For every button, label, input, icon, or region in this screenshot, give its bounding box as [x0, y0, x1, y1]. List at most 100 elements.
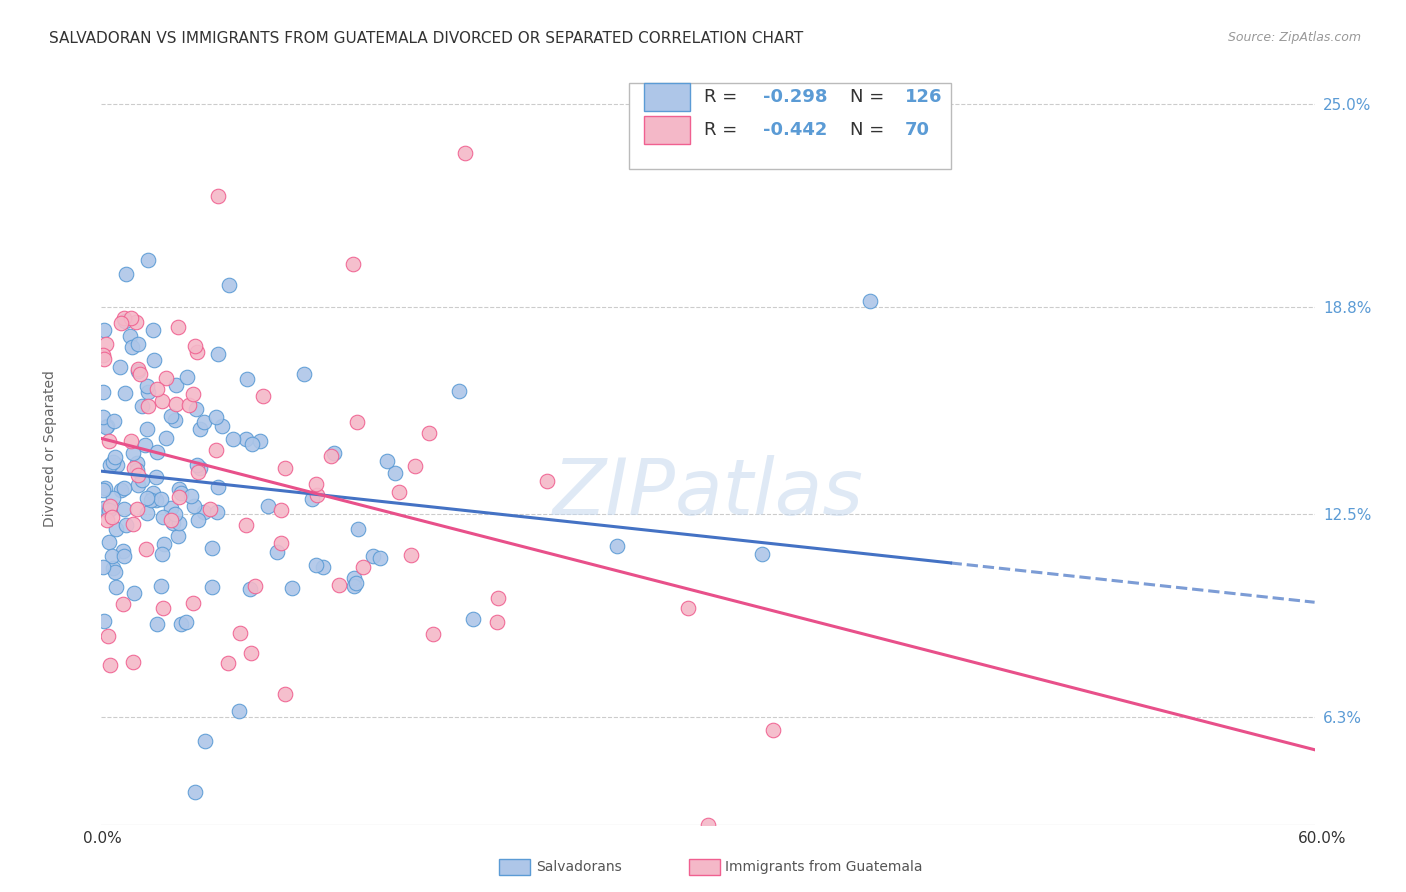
Point — [305, 476, 328, 491]
Point — [236, 372, 259, 386]
Point — [149, 491, 172, 506]
Point — [125, 502, 148, 516]
Point — [104, 566, 127, 580]
Point — [122, 585, 145, 599]
Point — [115, 517, 138, 532]
Point — [454, 146, 477, 161]
Point — [98, 657, 121, 672]
Point — [136, 491, 159, 506]
Point — [136, 399, 159, 413]
Point — [235, 433, 257, 447]
Point — [125, 463, 148, 477]
Point — [112, 481, 135, 495]
Point — [97, 434, 120, 448]
Point — [108, 360, 131, 375]
Point — [152, 510, 174, 524]
Point — [193, 415, 215, 429]
Point — [447, 384, 470, 399]
Point — [142, 353, 165, 368]
Point — [181, 387, 204, 401]
Point — [207, 347, 229, 361]
Point — [184, 785, 207, 799]
Point — [198, 501, 221, 516]
Text: Salvadorans: Salvadorans — [536, 860, 621, 874]
Point — [321, 449, 343, 463]
Point — [101, 455, 124, 469]
Point — [127, 364, 149, 378]
Text: -0.298: -0.298 — [762, 88, 827, 106]
Point — [160, 513, 183, 527]
Point — [145, 493, 167, 508]
Point — [150, 547, 173, 561]
Point — [363, 549, 385, 563]
Point — [169, 491, 191, 505]
Point — [136, 384, 159, 399]
Point — [91, 483, 114, 498]
Point — [184, 401, 207, 416]
Text: N =: N = — [849, 121, 890, 139]
Point — [180, 489, 202, 503]
Point — [93, 323, 115, 337]
Point — [170, 485, 193, 500]
Point — [110, 316, 132, 330]
Point — [281, 581, 304, 595]
Point — [186, 345, 208, 359]
Point — [176, 615, 198, 630]
Point — [305, 558, 328, 572]
Point — [229, 625, 252, 640]
Point — [146, 616, 169, 631]
Point — [131, 473, 153, 487]
Point — [167, 320, 190, 334]
Point — [142, 486, 165, 500]
Point — [217, 656, 239, 670]
Point — [274, 687, 297, 701]
Point — [270, 503, 292, 517]
Point — [207, 505, 229, 519]
Point — [859, 293, 882, 308]
Point — [127, 361, 149, 376]
Point — [100, 510, 122, 524]
Point — [375, 453, 398, 467]
Point — [170, 617, 193, 632]
Point — [122, 446, 145, 460]
Point — [201, 541, 224, 555]
Point — [152, 601, 174, 615]
Point — [305, 488, 328, 502]
Point — [163, 413, 186, 427]
Point — [344, 576, 367, 591]
Point — [146, 382, 169, 396]
Point — [368, 551, 391, 566]
Point — [100, 549, 122, 563]
Text: Divorced or Separated: Divorced or Separated — [44, 370, 58, 526]
Point — [115, 268, 138, 282]
Point — [94, 481, 117, 495]
Point — [127, 478, 149, 492]
Point — [122, 460, 145, 475]
Point — [187, 513, 209, 527]
Point — [138, 252, 160, 267]
Point — [93, 352, 115, 367]
Point — [676, 601, 699, 615]
Point — [249, 434, 271, 449]
Text: 60.0%: 60.0% — [1298, 831, 1346, 846]
Point — [165, 397, 187, 411]
Point — [751, 548, 773, 562]
Point — [121, 655, 143, 669]
Point — [163, 507, 186, 521]
Point — [155, 431, 177, 445]
Point — [105, 580, 128, 594]
Point — [188, 421, 211, 435]
Point — [93, 501, 115, 516]
Point — [188, 461, 211, 475]
Point — [181, 596, 204, 610]
Point — [131, 399, 153, 413]
Point — [145, 469, 167, 483]
Point — [342, 257, 364, 271]
Point — [104, 522, 127, 536]
Point — [97, 629, 120, 643]
Point — [127, 467, 149, 482]
Point — [114, 313, 136, 327]
Point — [112, 502, 135, 516]
Point — [93, 614, 115, 628]
Point — [167, 483, 190, 497]
